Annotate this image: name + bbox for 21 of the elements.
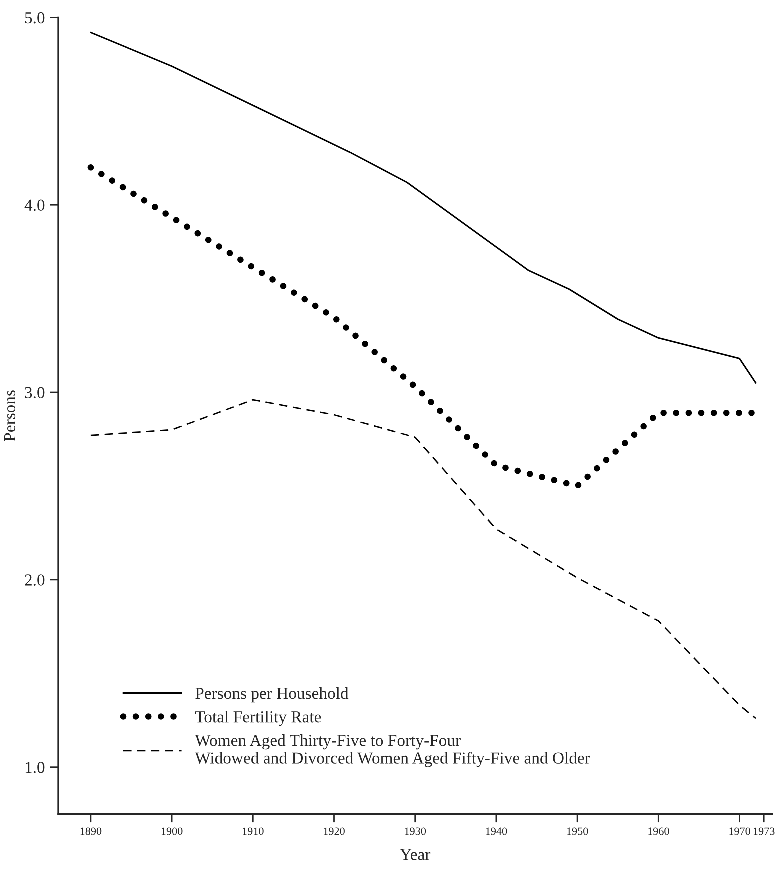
x-tick-label: 1910: [243, 828, 264, 836]
y-tick-label: 5.0: [25, 12, 45, 24]
x-tick-label: 1960: [648, 828, 670, 836]
legend-label: Total Fertility Rate: [195, 711, 322, 726]
x-axis-title: Year: [400, 849, 431, 860]
legend-label: Women Aged Thirty-Five to Forty-Four Widowed and Divorced Women Aged Fifty-Five and Older: [195, 734, 590, 768]
y-tick-label: 3.0: [25, 387, 45, 399]
y-tick-label: 1.0: [26, 762, 45, 774]
legend-label: Persons per Household: [196, 687, 349, 703]
line-series: [90, 32, 757, 384]
x-tick-label: 1900: [162, 828, 183, 836]
y-tick-label: 2.0: [25, 574, 45, 586]
x-tick-label: 1950: [567, 828, 588, 836]
y-tick-label: 4.0: [24, 200, 45, 212]
x-tick-label: 1940: [486, 828, 508, 836]
x-tick-label: 1973: [754, 828, 775, 836]
x-tick-label: 1920: [324, 828, 345, 836]
x-tick-label: 1890: [80, 828, 102, 836]
y-axis-title: Persons: [4, 390, 16, 442]
x-tick-label: 1970: [730, 828, 750, 836]
x-tick-label: 1930: [405, 828, 426, 836]
